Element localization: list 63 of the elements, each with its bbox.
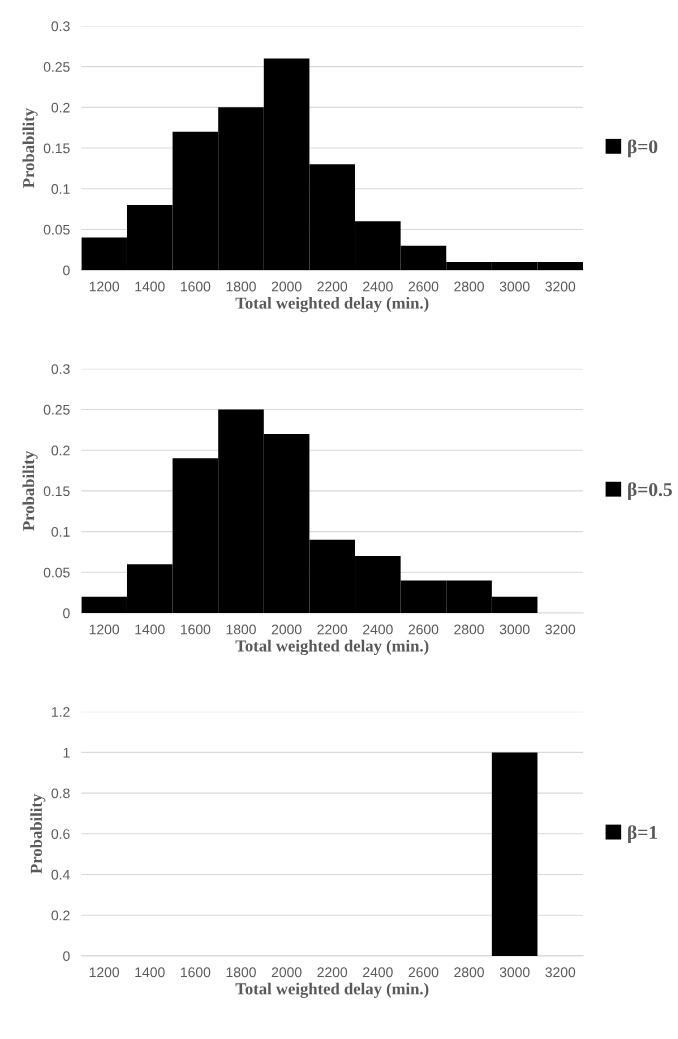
x-tick-label: 2200 — [317, 281, 348, 292]
x-tick-label: 2000 — [271, 624, 302, 635]
x-tick-label: 2600 — [408, 967, 439, 978]
x-axis-title: Total weighted delay (min.) — [235, 296, 429, 313]
legend-label: β=0 — [628, 139, 658, 158]
legend-label: β=1 — [628, 825, 658, 843]
y-tick-label: 0 — [63, 951, 70, 962]
y-tick-label: 0.15 — [43, 143, 70, 154]
x-tick-label: 2200 — [317, 624, 348, 635]
y-tick-label: 0 — [63, 265, 70, 276]
x-tick-label: 2600 — [408, 624, 439, 635]
legend-label: β=0.5 — [628, 482, 672, 501]
x-tick-label: 2800 — [454, 624, 484, 635]
x-tick-label: 1600 — [181, 281, 211, 292]
y-tick-label: 0.2 — [51, 445, 70, 456]
x-tick-label: 2600 — [408, 281, 439, 292]
x-tick-label: 1800 — [226, 281, 256, 292]
y-tick-label: 0.2 — [51, 102, 70, 113]
y-axis-title: Probability — [22, 108, 38, 188]
x-tick-label: 3000 — [499, 281, 530, 292]
x-tick-label: 1400 — [135, 281, 165, 292]
y-tick-label: 0.4 — [51, 869, 70, 880]
x-tick-label: 2000 — [271, 281, 302, 292]
x-tick-label: 1200 — [89, 281, 120, 292]
x-tick-label: 3000 — [499, 967, 530, 978]
y-axis-title: Probability — [30, 793, 46, 874]
x-tick-label: 1200 — [89, 967, 120, 978]
x-tick-label: 3000 — [499, 624, 530, 635]
y-tick-label: 0.05 — [43, 567, 70, 578]
x-tick-label: 2800 — [454, 967, 484, 978]
x-tick-label: 1800 — [226, 624, 256, 635]
y-tick-label: 0.3 — [51, 364, 70, 375]
x-tick-label: 1400 — [135, 967, 165, 978]
x-tick-label: 1800 — [226, 967, 256, 978]
y-tick-label: 0.3 — [51, 21, 70, 32]
y-tick-label: 0.25 — [43, 404, 70, 415]
y-tick-label: 0.05 — [43, 224, 70, 235]
y-tick-label: 0.6 — [51, 829, 70, 839]
x-tick-label: 1600 — [181, 967, 211, 978]
x-tick-label: 1600 — [181, 624, 211, 635]
x-tick-label: 3200 — [545, 281, 576, 292]
y-tick-label: 0.15 — [43, 486, 70, 497]
x-tick-label: 2400 — [363, 281, 393, 292]
x-tick-label: 2000 — [271, 967, 302, 978]
y-tick-label: 0.8 — [51, 788, 70, 799]
x-axis-title: Total weighted delay (min.) — [235, 639, 429, 656]
x-tick-label: 2400 — [363, 967, 393, 978]
y-tick-label: 0 — [63, 608, 70, 619]
y-tick-label: 0.1 — [51, 184, 70, 194]
x-axis-title: Total weighted delay (min.) — [235, 982, 429, 998]
x-tick-label: 3200 — [545, 624, 576, 635]
y-tick-label: 0.25 — [43, 62, 70, 72]
x-tick-label: 2400 — [363, 624, 393, 635]
x-tick-label: 2200 — [317, 967, 348, 978]
y-axis-title: Probability — [22, 450, 38, 531]
y-tick-label: 1.2 — [52, 707, 70, 717]
y-tick-label: 0.2 — [51, 910, 70, 921]
y-tick-label: 1 — [63, 747, 70, 758]
x-tick-label: 1400 — [135, 624, 165, 635]
x-tick-label: 1200 — [89, 624, 120, 635]
x-tick-label: 2800 — [454, 281, 484, 292]
y-tick-label: 0.1 — [51, 526, 70, 537]
x-tick-label: 3200 — [545, 967, 576, 978]
